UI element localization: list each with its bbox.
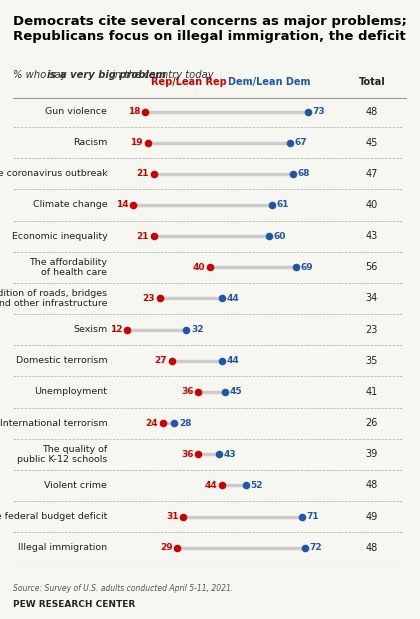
Text: 48: 48 [366, 480, 378, 490]
Text: 41: 41 [366, 387, 378, 397]
Text: Condition of roads, bridges
and other infrastructure: Condition of roads, bridges and other in… [0, 288, 108, 308]
Point [302, 543, 308, 553]
Text: 23: 23 [366, 324, 378, 335]
Text: 21: 21 [136, 232, 149, 241]
Text: 19: 19 [131, 138, 143, 147]
Text: Sexism: Sexism [73, 325, 108, 334]
Point [195, 387, 202, 397]
Text: 24: 24 [145, 418, 158, 428]
Text: Violent crime: Violent crime [45, 481, 108, 490]
Text: is a very big problem: is a very big problem [47, 70, 166, 80]
Point [266, 232, 273, 241]
Text: in the country today: in the country today [109, 70, 214, 80]
Text: Gun violence: Gun violence [45, 107, 108, 116]
Text: Economic inequality: Economic inequality [12, 232, 108, 241]
Text: The coronavirus outbreak: The coronavirus outbreak [0, 170, 108, 178]
Text: 61: 61 [277, 201, 289, 209]
Text: 48: 48 [366, 106, 378, 116]
Text: Domestic terrorism: Domestic terrorism [16, 357, 108, 365]
Text: 56: 56 [366, 262, 378, 272]
Text: 48: 48 [366, 543, 378, 553]
Point [168, 356, 175, 366]
Point [221, 387, 228, 397]
Point [299, 511, 305, 521]
Point [124, 325, 131, 335]
Point [304, 106, 311, 116]
Point [242, 480, 249, 490]
Point [159, 418, 166, 428]
Text: 43: 43 [223, 450, 236, 459]
Text: 29: 29 [160, 543, 173, 552]
Text: 45: 45 [366, 137, 378, 148]
Text: 39: 39 [366, 449, 378, 459]
Point [207, 262, 213, 272]
Text: 44: 44 [205, 481, 217, 490]
Text: 28: 28 [179, 418, 192, 428]
Text: Source: Survey of U.S. adults conducted April 5-11, 2021.: Source: Survey of U.S. adults conducted … [13, 584, 233, 593]
Text: 36: 36 [181, 450, 194, 459]
Text: 14: 14 [116, 201, 128, 209]
Text: 27: 27 [154, 357, 167, 365]
Point [130, 200, 136, 210]
Text: 73: 73 [312, 107, 325, 116]
Text: Unemployment: Unemployment [34, 387, 108, 396]
Text: 12: 12 [110, 325, 122, 334]
Point [156, 293, 163, 303]
Text: 49: 49 [366, 511, 378, 522]
Point [218, 356, 225, 366]
Point [269, 200, 276, 210]
Point [150, 232, 157, 241]
Text: The affordability
of health care: The affordability of health care [29, 258, 108, 277]
Text: Climate change: Climate change [33, 201, 108, 209]
Text: Democrats cite several concerns as major problems;
Republicans focus on illegal : Democrats cite several concerns as major… [13, 15, 407, 43]
Text: 69: 69 [301, 263, 313, 272]
Text: Dem/Lean Dem: Dem/Lean Dem [228, 77, 310, 87]
Point [292, 262, 299, 272]
Text: The federal budget deficit: The federal budget deficit [0, 512, 108, 521]
Text: 23: 23 [142, 294, 155, 303]
Text: 44: 44 [226, 294, 239, 303]
Text: 34: 34 [366, 293, 378, 303]
Point [218, 480, 225, 490]
Text: 32: 32 [191, 325, 204, 334]
Point [144, 138, 151, 148]
Text: 43: 43 [366, 231, 378, 241]
Text: 21: 21 [136, 170, 149, 178]
Point [218, 293, 225, 303]
Point [289, 169, 296, 179]
Text: 68: 68 [298, 170, 310, 178]
Text: 44: 44 [226, 357, 239, 365]
Point [174, 543, 181, 553]
Text: Illegal immigration: Illegal immigration [18, 543, 108, 552]
Text: 31: 31 [166, 512, 178, 521]
Text: 40: 40 [193, 263, 205, 272]
Text: Racism: Racism [73, 138, 108, 147]
Text: 67: 67 [295, 138, 307, 147]
Point [171, 418, 178, 428]
Text: 26: 26 [366, 418, 378, 428]
Text: 35: 35 [366, 356, 378, 366]
Text: PEW RESEARCH CENTER: PEW RESEARCH CENTER [13, 600, 135, 609]
Text: 52: 52 [250, 481, 263, 490]
Point [183, 325, 190, 335]
Text: 47: 47 [366, 169, 378, 179]
Point [142, 106, 148, 116]
Text: Rep/Lean Rep: Rep/Lean Rep [151, 77, 227, 87]
Text: 45: 45 [230, 387, 242, 396]
Text: 71: 71 [307, 512, 319, 521]
Text: The quality of
public K-12 schools: The quality of public K-12 schools [17, 444, 108, 464]
Point [286, 138, 293, 148]
Text: International terrorism: International terrorism [0, 418, 108, 428]
Text: Total: Total [359, 77, 385, 87]
Text: 40: 40 [366, 200, 378, 210]
Text: % who say: % who say [13, 70, 69, 80]
Point [215, 449, 222, 459]
Text: 60: 60 [274, 232, 286, 241]
Point [180, 511, 187, 521]
Text: 72: 72 [310, 543, 322, 552]
Text: 36: 36 [181, 387, 194, 396]
Text: 18: 18 [128, 107, 140, 116]
Point [150, 169, 157, 179]
Point [195, 449, 202, 459]
